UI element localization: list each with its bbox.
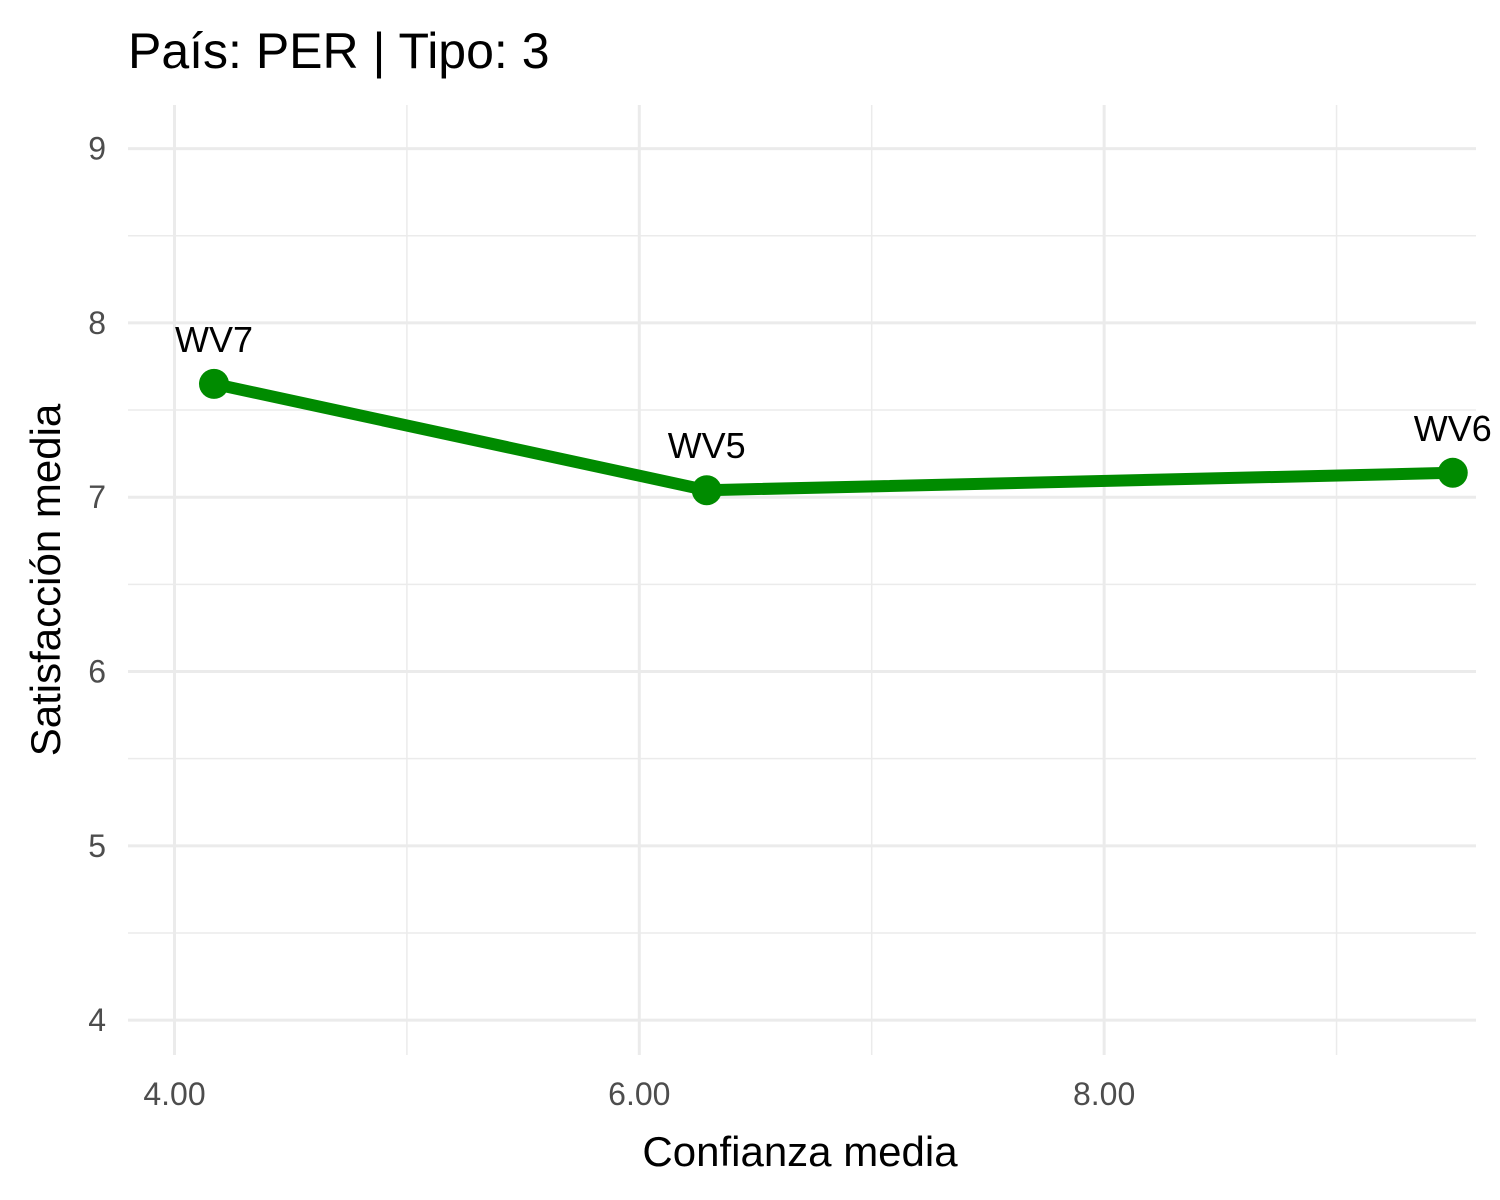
y-tick-label: 4 (88, 1002, 106, 1038)
y-tick-label: 6 (88, 654, 106, 690)
y-tick-label: 8 (88, 305, 106, 341)
x-tick-label: 6.00 (608, 1076, 670, 1112)
y-tick-label: 5 (88, 828, 106, 864)
x-axis-label: Confianza media (642, 1128, 958, 1175)
data-points (198, 368, 1468, 506)
series-line-group (207, 377, 1459, 497)
y-tick-label: 9 (88, 131, 106, 167)
x-tick-label: 8.00 (1073, 1076, 1135, 1112)
grid (128, 105, 1476, 1055)
data-point (1437, 457, 1468, 488)
y-axis-label: Satisfacción media (22, 403, 69, 756)
data-point-label: WV7 (175, 319, 253, 360)
data-point (691, 475, 722, 506)
data-point-label: WV5 (668, 425, 746, 466)
series-line (207, 377, 1459, 497)
tick-labels: 4.00 6.00 8.00 4 5 6 7 8 9 (88, 131, 1135, 1112)
x-tick-label: 4.00 (143, 1076, 205, 1112)
y-tick-label: 7 (88, 479, 106, 515)
point-labels: WV7 WV5 WV6 (175, 319, 1492, 466)
chart-title: País: PER | Tipo: 3 (128, 23, 550, 79)
data-point (198, 368, 229, 399)
data-point-label: WV6 (1414, 408, 1492, 449)
